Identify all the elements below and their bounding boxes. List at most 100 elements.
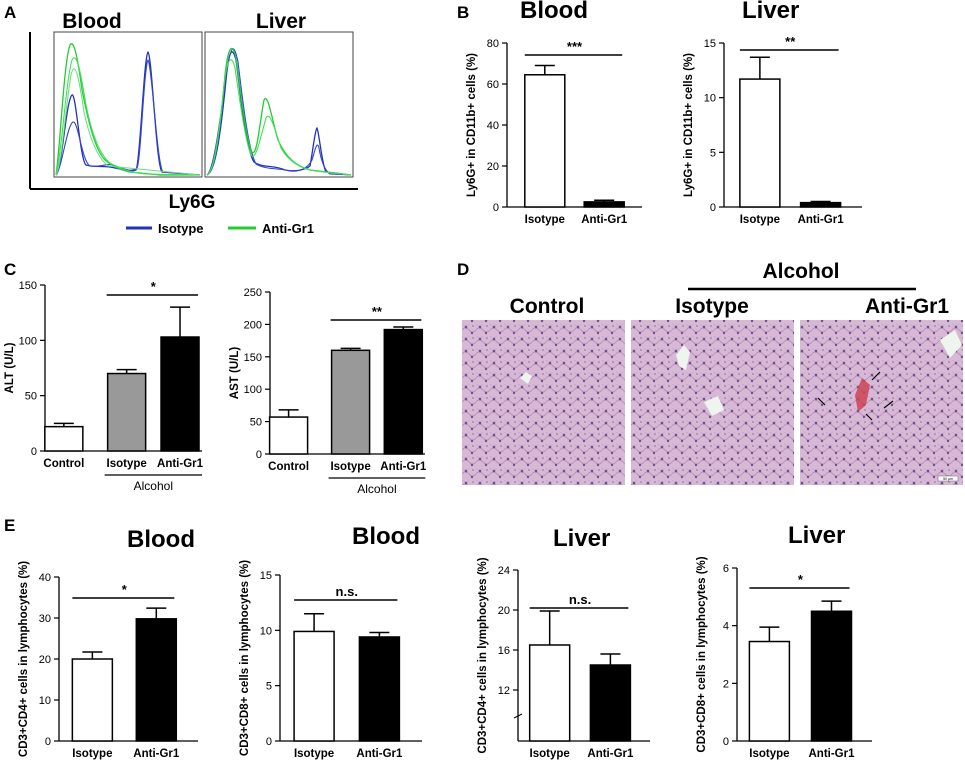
axis-break <box>513 713 523 719</box>
y-tick-label: 15 <box>704 38 716 50</box>
bar-control <box>44 425 84 452</box>
micrograph-isotype: Isotype <box>631 295 794 485</box>
histogram-liver-antigr1-2 <box>206 59 352 176</box>
x-tick-label: Anti-Gr1 <box>380 461 427 473</box>
y-axis-label: CD3+CD4+ cells in lymphocytes (%) <box>477 557 489 753</box>
y-tick-label: 50 <box>250 417 262 429</box>
y-tick-label: 16 <box>498 645 510 657</box>
chart-e-liver-cd4: Liver 12 16 20 24 CD3+CD4+ cells in lymphocyt… <box>477 525 650 760</box>
bar-isotype <box>293 630 335 742</box>
x-tick-label: Isotype <box>330 461 370 473</box>
x-tick-label: Anti-Gr1 <box>157 458 204 470</box>
bar-isotype <box>524 74 566 208</box>
panel-a-legend: Isotype Anti-Gr1 <box>126 221 314 236</box>
y-axis-label: CD3+CD8+ cells in lymphocytes (%) <box>239 560 251 756</box>
y-tick-label: 0 <box>45 736 51 748</box>
micrograph-antigr1-image <box>800 320 963 485</box>
scale-bar <box>937 475 959 482</box>
panel-label-e: E <box>4 516 15 535</box>
y-tick-label: 100 <box>244 384 262 396</box>
y-tick-label: 0 <box>723 736 729 748</box>
significance-label: * <box>798 572 804 587</box>
micrograph-isotype-vessel-1 <box>676 345 690 370</box>
bar-anti-gr1 <box>583 201 625 208</box>
y-tick-label: 40 <box>487 120 499 132</box>
y-tick-label: 10 <box>39 695 51 707</box>
bar-isotype <box>71 658 114 742</box>
y-tick-label: 20 <box>498 605 510 617</box>
x-tick-label: Anti-Gr1 <box>133 748 180 760</box>
chart-title: Liver <box>742 0 799 24</box>
micrograph-antigr1-arrows <box>817 371 894 421</box>
x-tick-label: Isotype <box>525 214 565 226</box>
chart-b-blood: Blood 0 20 40 60 80 Ly6G+ in CD11b+ cells (%) I… <box>466 0 642 226</box>
legend-isotype-label: Isotype <box>158 221 204 236</box>
scale-bar-label: 50 µm <box>943 477 953 481</box>
y-axis-label: CD3+CD8+ cells in lymphocytes (%) <box>696 556 708 752</box>
chart-b-liver: Liver 0 5 10 15 Ly6G+ in CD11b+ cells (%) Isot… <box>683 0 862 226</box>
y-tick-label: 40 <box>39 572 51 584</box>
y-tick-label: 0 <box>266 736 272 748</box>
y-axis-label: ALT (U/L) <box>4 342 16 393</box>
chart-c-ast: 0 50 100 150 200 250 AST (U/L) Control Isotype An… <box>229 287 427 496</box>
micrograph-antigr1-hemorrhage <box>855 378 870 412</box>
micrograph-antigr1: 50 µm Anti-Gr1 <box>800 295 963 485</box>
bar-isotype <box>528 644 571 742</box>
x-tick-label: Control <box>43 458 84 470</box>
histogram-blood <box>53 31 203 178</box>
significance-label: * <box>151 279 157 294</box>
y-tick-label: 100 <box>19 335 37 347</box>
chart-title: Liver <box>553 525 610 552</box>
bar-anti-gr1 <box>160 336 200 452</box>
y-tick-label: 5 <box>710 147 716 159</box>
y-tick-label: 150 <box>19 280 37 292</box>
panel-a-title-liver: Liver <box>256 10 306 33</box>
bar-isotype <box>739 78 781 208</box>
micrograph-antigr1-vessel <box>940 330 962 358</box>
panel-d-alcohol-label: Alcohol <box>763 260 840 283</box>
chart-title: Blood <box>127 526 195 553</box>
significance-label: ** <box>372 304 383 319</box>
bar-control <box>268 416 309 455</box>
chart-c-alt: 0 50 100 150 ALT (U/L) Control Isotype Anti-Gr1… <box>4 279 204 493</box>
significance-label: * <box>122 582 128 597</box>
chart-e-liver-cd8: Liver 0 2 4 6 CD3+CD8+ cells in lymphocytes (… <box>696 522 872 760</box>
y-tick-label: 12 <box>498 685 510 697</box>
x-tick-label: Anti-Gr1 <box>581 214 628 226</box>
bar-isotype <box>748 640 791 742</box>
panel-label-a: A <box>4 3 16 22</box>
arrow-1 <box>817 397 826 406</box>
bar-anti-gr1 <box>799 201 842 208</box>
micrograph-isotype-title: Isotype <box>675 295 749 318</box>
arrow-4 <box>865 413 873 421</box>
histogram-liver <box>204 31 354 178</box>
y-tick-label: 250 <box>244 287 262 299</box>
x-tick-label: Isotype <box>294 748 334 760</box>
y-tick-label: 6 <box>723 563 729 575</box>
bar-anti-gr1 <box>810 610 853 742</box>
y-tick-label: 20 <box>487 161 499 173</box>
y-tick-label: 10 <box>704 93 716 105</box>
bar-isotype <box>330 349 371 455</box>
bar-anti-gr1 <box>358 636 401 742</box>
panel-label-c: C <box>4 260 16 279</box>
x-tick-label: Isotype <box>530 748 570 760</box>
micrograph-isotype-vessel-2 <box>704 396 724 416</box>
y-tick-label: 20 <box>39 654 51 666</box>
y-axis-label: Ly6G+ in CD11b+ cells (%) <box>466 53 478 197</box>
panel-a: A Blood Liver Ly6G Isotype Anti-Gr1 <box>4 3 358 236</box>
y-tick-label: 30 <box>39 613 51 625</box>
chart-e-blood-cd4: Blood 0 10 20 30 40 CD3+CD4+ cells in lymphocy… <box>18 526 198 760</box>
y-tick-label: 0 <box>31 446 37 458</box>
bar-anti-gr1 <box>589 664 632 742</box>
panel-d: D Alcohol Control Isotype 50 µm <box>457 260 963 485</box>
significance-label: n.s. <box>336 584 358 599</box>
histogram-liver-isotype-2 <box>206 48 352 176</box>
y-tick-label: 0 <box>710 202 716 214</box>
group-label: Alcohol <box>134 479 173 493</box>
y-tick-label: 5 <box>266 681 272 693</box>
bar-anti-gr1 <box>383 328 424 455</box>
micrograph-control-title: Control <box>510 295 585 318</box>
y-axis-label: Ly6G+ in CD11b+ cells (%) <box>683 53 695 197</box>
